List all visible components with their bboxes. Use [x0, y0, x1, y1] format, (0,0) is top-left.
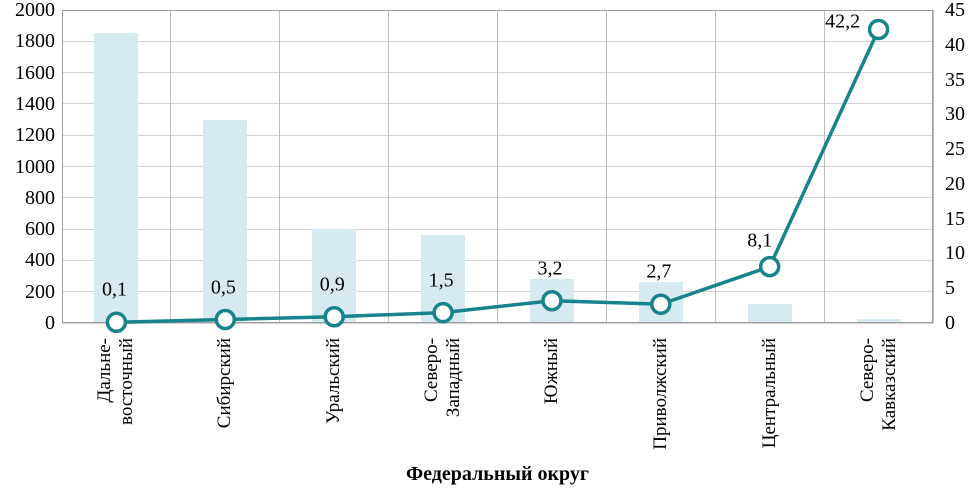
gridline-vertical: [605, 10, 607, 323]
point-label-7: 42,2: [825, 10, 861, 33]
left-axis-tick-1600: 1600: [15, 61, 55, 84]
gridline-vertical: [388, 10, 390, 323]
line-marker-0: [105, 311, 128, 334]
category-label-line: Кавказский: [878, 338, 900, 431]
line-series: [105, 18, 890, 334]
category-label-line: Западный: [443, 338, 465, 418]
right-axis-tick-35: 35: [945, 68, 965, 91]
left-axis-tick-1200: 1200: [15, 124, 55, 147]
right-axis-tick-45: 45: [945, 0, 965, 21]
left-axis-tick-0: 0: [45, 312, 55, 334]
gridline-vertical: [497, 10, 498, 323]
category-label-line: Дальне-: [94, 338, 116, 403]
left-axis-tick-400: 400: [25, 249, 55, 272]
x-axis-title: Федеральный округ: [405, 463, 589, 485]
point-label-0: 0,1: [101, 278, 127, 301]
line-marker-2: [323, 305, 345, 328]
right-axis-tick-25: 25: [945, 138, 965, 161]
line-marker-5: [650, 293, 672, 315]
category-label-1: Сибирский: [214, 338, 236, 466]
plot-border: [62, 10, 933, 323]
point-label-5: 2,7: [646, 260, 672, 283]
category-label-line: Южный: [540, 338, 562, 404]
bar-0: [94, 33, 139, 323]
point-label-2: 0,9: [319, 273, 345, 296]
left-axis-tick-600: 600: [25, 218, 55, 241]
bar-6: [747, 304, 792, 323]
left-axis-tick-1800: 1800: [15, 30, 55, 53]
category-label-0: Дальне-восточный: [94, 338, 138, 466]
bar-1: [203, 119, 248, 323]
right-axis-tick-10: 10: [945, 242, 965, 265]
gridline-vertical: [279, 10, 281, 323]
category-label-5: Приволжский: [650, 338, 672, 466]
line-marker-6: [758, 255, 781, 278]
category-label-4: Южный: [541, 338, 563, 466]
category-label-line: Сибирский: [214, 338, 236, 429]
gridline-vertical: [714, 10, 716, 323]
gridline-vertical: [170, 10, 172, 323]
category-label-line: Приволжский: [649, 338, 671, 450]
left-axis-tick-1000: 1000: [15, 155, 55, 178]
point-label-1: 0,5: [210, 276, 236, 299]
right-axis-tick-20: 20: [945, 172, 965, 195]
category-label-line: Уральский: [323, 338, 345, 425]
category-label-3: Северо- Западный: [421, 338, 465, 466]
category-label-6: Центральный: [759, 338, 781, 466]
category-label-line: восточный: [116, 338, 138, 425]
left-axis-tick-200: 200: [25, 280, 55, 303]
line-path: [116, 28, 881, 325]
category-label-2: Уральский: [323, 338, 345, 466]
right-axis-tick-15: 15: [945, 207, 965, 230]
category-label-line: Северо-: [856, 338, 878, 402]
left-axis-tick-2000: 2000: [15, 0, 55, 21]
point-label-3: 1,5: [428, 269, 454, 292]
right-axis-tick-40: 40: [945, 33, 965, 56]
line-marker-7: [867, 18, 890, 41]
gridline-horizontal: [62, 322, 933, 324]
category-label-7: Северо- Кавказский: [857, 338, 901, 466]
left-axis-tick-800: 800: [25, 186, 55, 209]
category-label-line: Северо-: [421, 338, 443, 402]
line-marker-1: [214, 308, 237, 331]
gridline-vertical: [823, 10, 825, 323]
category-label-line: Центральный: [758, 338, 780, 449]
right-axis-tick-0: 0: [945, 312, 955, 334]
bar-7: [856, 319, 901, 323]
left-axis-tick-1400: 1400: [15, 92, 55, 115]
point-label-4: 3,2: [537, 257, 563, 280]
right-axis-tick-30: 30: [945, 103, 965, 126]
gridline-vertical: [932, 10, 934, 323]
right-axis-tick-5: 5: [945, 277, 955, 300]
line-marker-4: [541, 289, 563, 312]
point-label-6: 8,1: [747, 229, 773, 252]
line-marker-3: [432, 301, 454, 324]
